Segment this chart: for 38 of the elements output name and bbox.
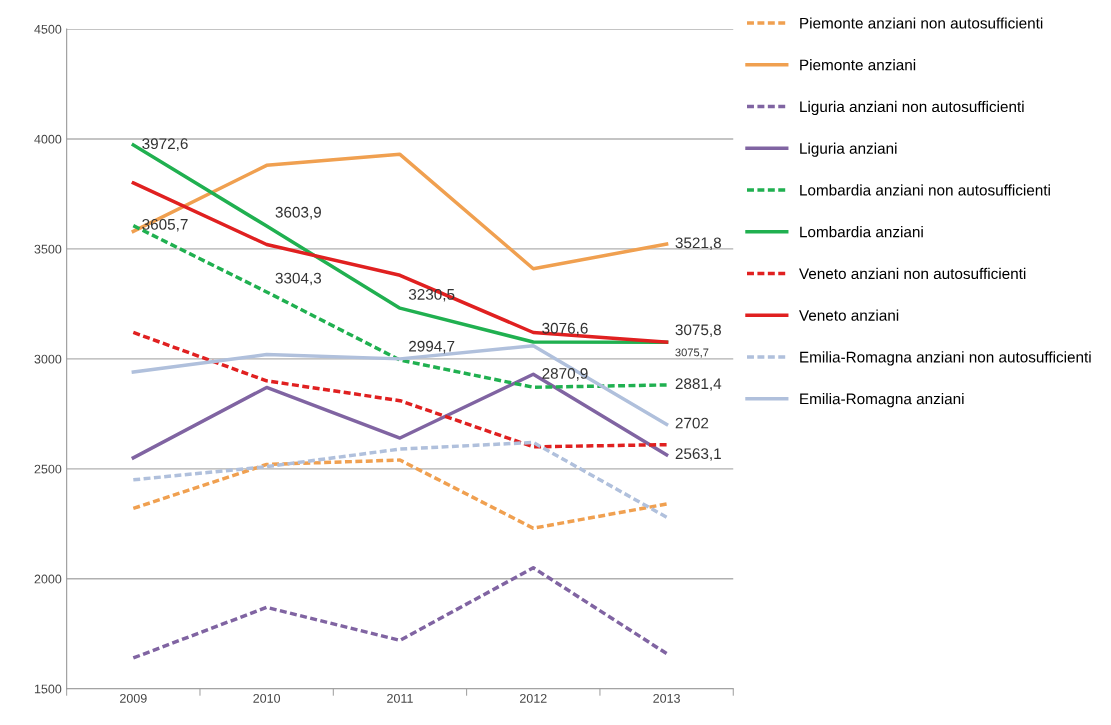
- y-tick-label: 2000: [34, 574, 62, 584]
- data-label: 3075,8: [675, 324, 721, 337]
- legend-label: Piemonte anziani: [800, 59, 916, 71]
- y-tick-label: 2500: [34, 464, 62, 474]
- legend-label: Veneto anziani non autosufficienti: [799, 267, 1026, 280]
- data-label: 2563,1: [675, 448, 721, 461]
- legend-label: Piemonte anziani non autosufficienti: [800, 17, 1043, 29]
- data-label: 3075,7: [675, 348, 709, 358]
- legend-label: Lombardia anziani non autosufficienti: [800, 184, 1050, 196]
- x-tick-label: 2012: [520, 693, 547, 703]
- legend-label: Veneto anziani: [799, 309, 899, 321]
- legend-label: Emilia-Romagna anziani non autosufficienti: [800, 351, 1091, 366]
- legend-label: Liguria anziani: [800, 142, 897, 157]
- line-series: [131, 440, 669, 519]
- x-tick-label: 2013: [653, 693, 680, 703]
- legend-label: Lombardia anziani: [800, 226, 923, 238]
- legend-label: Liguria anziani non autosufficienti: [800, 100, 1024, 116]
- data-label: 3076,6: [542, 322, 588, 336]
- data-label: 3304,3: [275, 272, 322, 286]
- legend-label: Emilia-Romagna anziani: [800, 393, 964, 408]
- line-series: [131, 566, 669, 660]
- y-tick-label: 4000: [34, 134, 62, 144]
- y-tick-label: 3000: [34, 354, 62, 364]
- x-tick-label: 2010: [253, 693, 281, 703]
- y-tick-label: 3500: [34, 244, 62, 254]
- line-series: [131, 458, 669, 530]
- data-label: 2994,7: [409, 340, 455, 354]
- data-label: 3521,8: [675, 237, 721, 251]
- y-tick-label: 1500: [34, 684, 62, 694]
- line-series: [131, 152, 669, 271]
- data-label: 2881,4: [675, 378, 722, 391]
- data-label: 3603,9: [275, 206, 321, 220]
- data-label: 2870,9: [542, 368, 588, 381]
- x-tick-label: 2011: [387, 693, 413, 703]
- data-label: 2702: [675, 417, 709, 429]
- x-tick-label: 2009: [120, 693, 147, 703]
- data-label: 3972,6: [142, 138, 188, 151]
- y-tick-label: 4500: [34, 24, 62, 34]
